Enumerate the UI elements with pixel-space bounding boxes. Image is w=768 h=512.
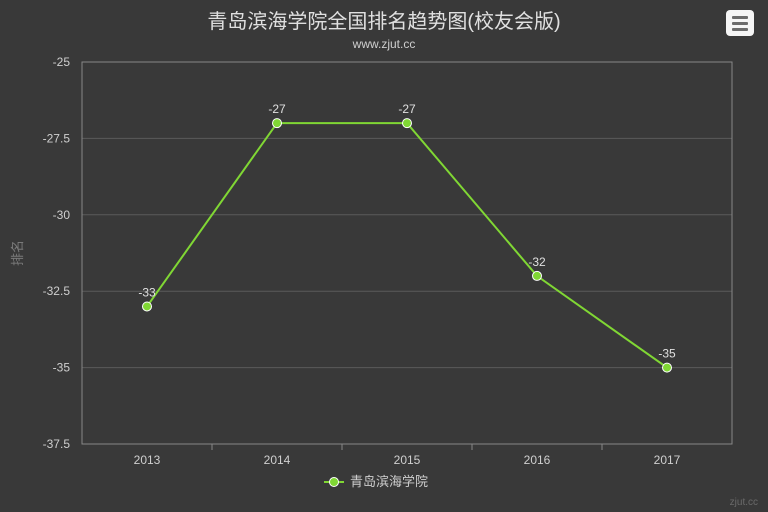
legend-label[interactable]: 青岛滨海学院 xyxy=(350,474,428,489)
data-label: -27 xyxy=(398,102,416,116)
x-tick-label: 2013 xyxy=(134,453,161,467)
x-tick-label: 2016 xyxy=(524,453,551,467)
data-label: -33 xyxy=(138,285,156,299)
y-axis-title: 排名 xyxy=(10,240,25,266)
series-marker[interactable] xyxy=(663,363,672,372)
series-marker[interactable] xyxy=(403,119,412,128)
chart-container: 青岛滨海学院全国排名趋势图(校友会版) www.zjut.cc -37.5 -35 -3… xyxy=(0,0,768,512)
x-tick-label: 2014 xyxy=(264,453,291,467)
series-marker[interactable] xyxy=(143,302,152,311)
y-tick-label: -25 xyxy=(53,55,71,69)
x-tick-label: 2015 xyxy=(394,453,421,467)
chart-menu-button[interactable] xyxy=(726,10,754,36)
data-label: -35 xyxy=(658,347,676,361)
series-marker[interactable] xyxy=(273,119,282,128)
y-tick-label: -27.5 xyxy=(43,131,71,145)
data-label: -27 xyxy=(268,102,286,116)
y-tick-label: -32.5 xyxy=(43,284,71,298)
x-tick-label: 2017 xyxy=(654,453,681,467)
legend-marker-icon xyxy=(330,478,339,487)
y-tick-label: -30 xyxy=(53,208,71,222)
y-tick-label: -35 xyxy=(53,361,71,375)
data-label: -32 xyxy=(528,255,546,269)
chart-title: 青岛滨海学院全国排名趋势图(校友会版) xyxy=(207,10,560,33)
y-tick-label: -37.5 xyxy=(43,437,71,451)
series-marker[interactable] xyxy=(533,271,542,280)
chart-subtitle: www.zjut.cc xyxy=(352,37,416,51)
chart-credits: zjut.cc xyxy=(730,497,758,508)
line-chart: 青岛滨海学院全国排名趋势图(校友会版) www.zjut.cc -37.5 -35 -3… xyxy=(0,0,768,512)
chart-background xyxy=(0,0,768,512)
